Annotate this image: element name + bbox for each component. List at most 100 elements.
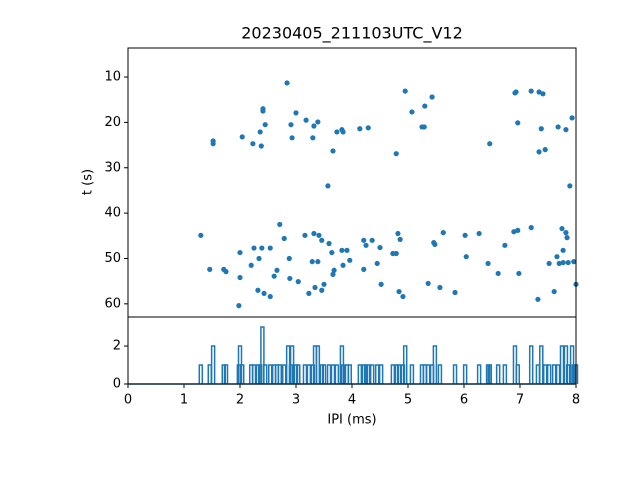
spike [302,364,308,384]
point [303,117,309,123]
point [556,260,562,267]
point [260,108,266,114]
point [511,229,517,235]
point [560,259,566,266]
spike [378,364,384,384]
spike [223,364,229,384]
spike [437,364,443,384]
spike [306,364,312,384]
spike [565,364,571,384]
point [495,270,501,277]
spike [425,364,431,384]
spike [559,345,565,384]
x-tick-label: 7 [516,393,524,408]
point [538,126,544,132]
spike [267,364,273,384]
point [462,232,468,238]
point [311,230,317,237]
spike [402,345,408,384]
spike [396,364,402,384]
point [223,269,229,275]
spike [210,345,216,384]
point [563,230,569,236]
point [339,247,345,253]
spike [198,364,204,384]
y-tick-label: 10 [104,70,121,85]
point [513,89,519,95]
spike [321,364,327,384]
chart-title: 20230405_211103UTC_V12 [241,24,463,44]
x-tick-label: 0 [124,393,132,408]
spike [277,364,283,384]
point [237,274,243,281]
point [287,275,293,282]
point [440,230,446,236]
point [255,287,261,293]
spike [555,364,561,384]
point [310,135,316,141]
point [485,260,491,267]
spike [452,364,458,384]
point [207,266,213,272]
point [259,245,265,251]
point [551,288,557,295]
point [277,221,283,228]
point [528,225,534,231]
spike [462,364,468,384]
point [393,151,399,157]
spike [502,364,508,384]
y-tick-label: 50 [104,251,121,266]
point [239,134,245,140]
point [487,141,493,147]
point [569,115,575,121]
point [516,270,522,277]
point [361,266,367,272]
point [321,281,327,287]
point [286,255,292,262]
spike [409,364,415,384]
spike [326,364,332,384]
x-tick-label: 4 [348,393,356,408]
axes-frame [127,316,577,385]
spike [330,364,336,384]
point [331,267,337,273]
spike [315,345,321,384]
y-tick-label: 2 [113,339,121,354]
point [262,122,268,128]
spike [369,364,375,384]
point [463,254,469,260]
x-tick-label: 8 [572,393,580,408]
point [555,124,561,130]
point [560,247,566,253]
point [369,237,375,243]
point [377,244,383,251]
spike [340,364,346,384]
point [425,280,431,287]
spike [260,326,265,384]
y-tick-label: 40 [104,206,121,221]
point [571,259,577,265]
point [306,290,312,297]
point [251,245,257,251]
point [248,262,254,268]
spike [515,364,521,384]
point [564,235,570,241]
spike [551,364,557,384]
point [393,250,399,257]
point [316,232,322,238]
point [312,284,318,291]
point [309,259,315,265]
point [565,259,571,266]
x-tick-label: 3 [292,393,300,408]
spike [357,364,363,384]
y-tick-label: 30 [104,160,121,175]
point [365,125,371,131]
point [256,255,262,262]
point [325,183,331,189]
spike [262,364,268,384]
point [258,143,264,149]
point [311,123,317,129]
point [315,259,321,265]
spike [528,345,534,384]
point [319,287,325,293]
